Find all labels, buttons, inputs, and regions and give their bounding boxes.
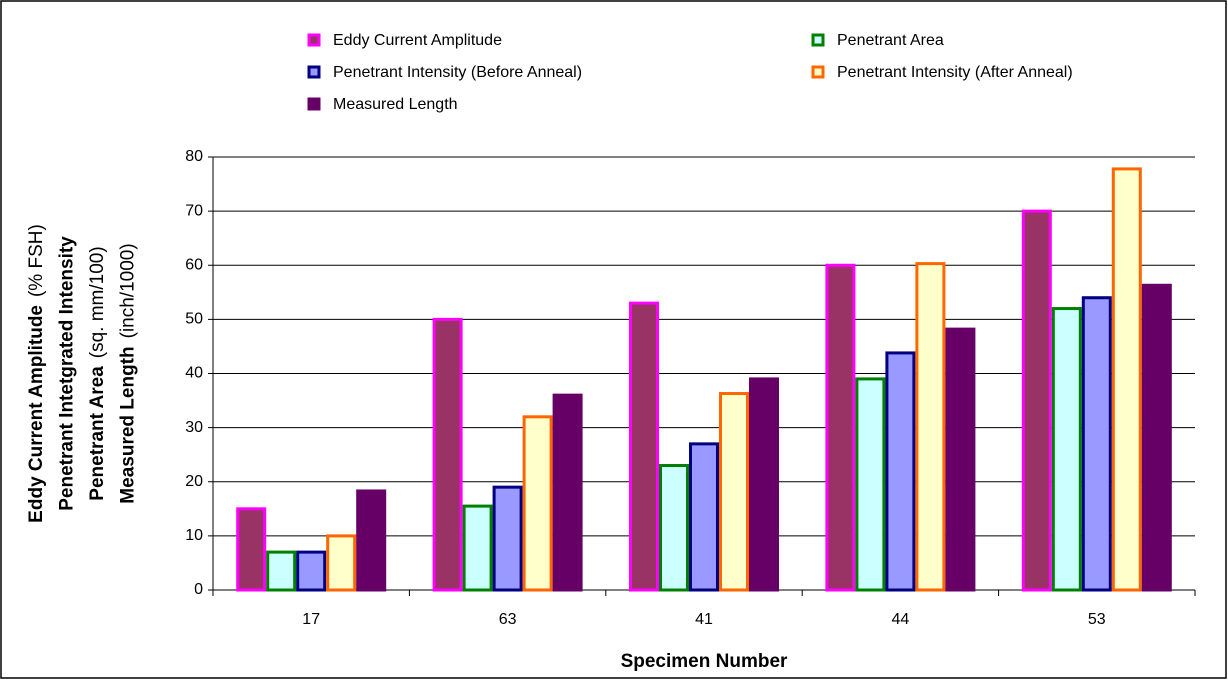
y-tick-label: 80 (185, 148, 203, 165)
x-tick-label: 41 (695, 611, 713, 628)
bar (825, 263, 856, 592)
bar (296, 550, 327, 592)
y-tick-label: 20 (185, 473, 203, 490)
y-axis-title-part: Penetrant Area (87, 366, 108, 501)
bar (432, 317, 463, 592)
bar (266, 550, 297, 592)
legend-label: Measured Length (333, 96, 458, 113)
x-tick-label: 63 (499, 611, 517, 628)
y-tick-label: 70 (185, 202, 203, 219)
legend-swatch (811, 65, 825, 79)
legend-label: Penetrant Intensity (After Anneal) (837, 64, 1073, 81)
legend-label: Eddy Current Amplitude (333, 32, 502, 49)
x-tick-label: 17 (302, 611, 320, 628)
bar (236, 507, 267, 592)
bar (855, 377, 886, 592)
bar (1021, 209, 1052, 592)
legend-swatch (307, 65, 321, 79)
bar (629, 301, 659, 592)
y-axis-title-part: Eddy Current Amplitude (26, 305, 47, 523)
bar (356, 489, 387, 592)
bar (1081, 296, 1112, 592)
y-axis-title-part: (inch/1000) (118, 243, 139, 338)
legend-swatch (811, 33, 825, 47)
bar (945, 327, 976, 592)
bar (1141, 283, 1172, 592)
y-axis-title: Eddy Current Amplitude (% FSH) (26, 224, 47, 523)
bar (915, 262, 946, 592)
bar (719, 392, 749, 592)
x-tick-label: 44 (892, 611, 910, 628)
legend-label: Penetrant Intensity (Before Anneal) (333, 64, 582, 81)
x-tick-label: 53 (1088, 611, 1106, 628)
bar (326, 534, 357, 592)
y-tick-label: 10 (185, 527, 203, 544)
bar (659, 464, 689, 592)
bar (1051, 307, 1082, 592)
legend-swatch (307, 97, 321, 111)
bar (1111, 167, 1142, 592)
legend-swatch (307, 33, 321, 47)
bar (522, 415, 553, 592)
bar (492, 485, 523, 592)
legend-label: Penetrant Area (837, 32, 944, 49)
bar (885, 351, 916, 592)
y-tick-label: 30 (185, 419, 203, 436)
y-tick-label: 40 (185, 365, 203, 382)
y-axis-title-part: (sq. mm/100) (87, 246, 108, 358)
y-axis-title-part: (% FSH) (26, 224, 47, 297)
y-tick-label: 0 (194, 581, 203, 598)
bar (462, 504, 493, 592)
y-axis-title-part: Measured Length (118, 346, 139, 503)
y-tick-label: 50 (185, 311, 203, 328)
y-axis-title: Measured Length (inch/1000) (118, 243, 139, 503)
bar (689, 442, 719, 592)
y-axis-title: Penetrant Intetgrated Intensity (57, 236, 78, 511)
x-axis-title: Specimen Number (621, 651, 788, 672)
y-axis-title: Penetrant Area (sq. mm/100) (87, 246, 108, 500)
y-tick-label: 60 (185, 256, 203, 273)
bar (552, 393, 583, 592)
y-axis-title-part: Penetrant Intetgrated Intensity (57, 236, 78, 511)
bar (749, 377, 779, 592)
